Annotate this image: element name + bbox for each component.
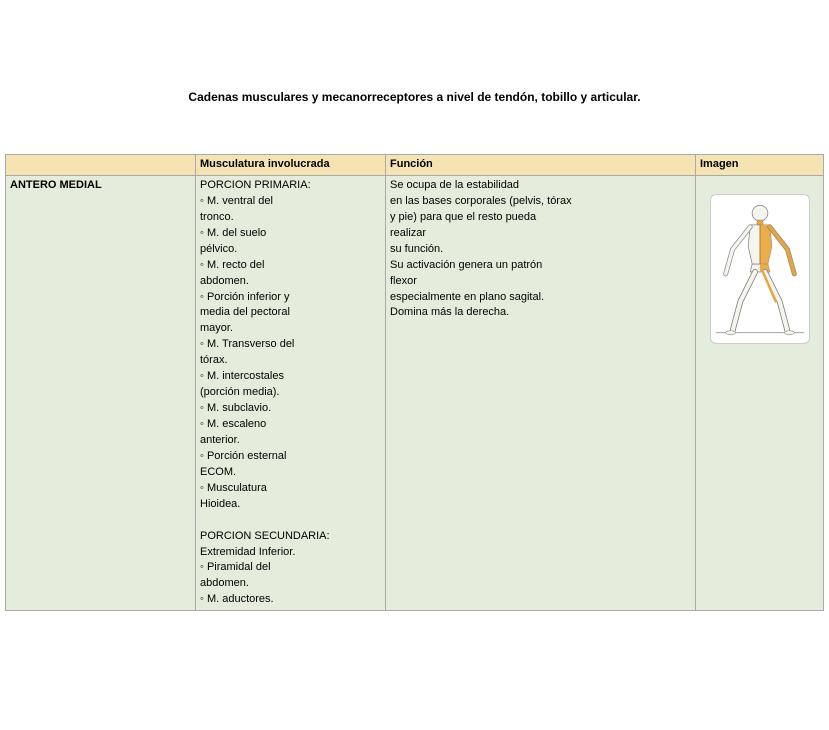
row-label-cell: ANTERO MEDIAL	[6, 175, 196, 610]
page-title: Cadenas musculares y mecanorreceptores a…	[0, 90, 829, 104]
table-header-row: Musculatura involucrada Función Imagen	[6, 155, 824, 176]
table-header-blank	[6, 155, 196, 176]
table-header-imagen: Imagen	[696, 155, 824, 176]
table-header-funcion: Función	[386, 155, 696, 176]
anatomy-figure-icon	[710, 194, 810, 344]
table-header-musculatura: Musculatura involucrada	[196, 155, 386, 176]
musculatura-cell: PORCION PRIMARIA:◦ M. ventral deltronco.…	[196, 175, 386, 610]
table-row: ANTERO MEDIAL PORCION PRIMARIA:◦ M. vent…	[6, 175, 824, 610]
imagen-cell	[696, 175, 824, 610]
content-table: Musculatura involucrada Función Imagen A…	[5, 154, 824, 611]
funcion-cell: Se ocupa de la estabilidaden las bases c…	[386, 175, 696, 610]
